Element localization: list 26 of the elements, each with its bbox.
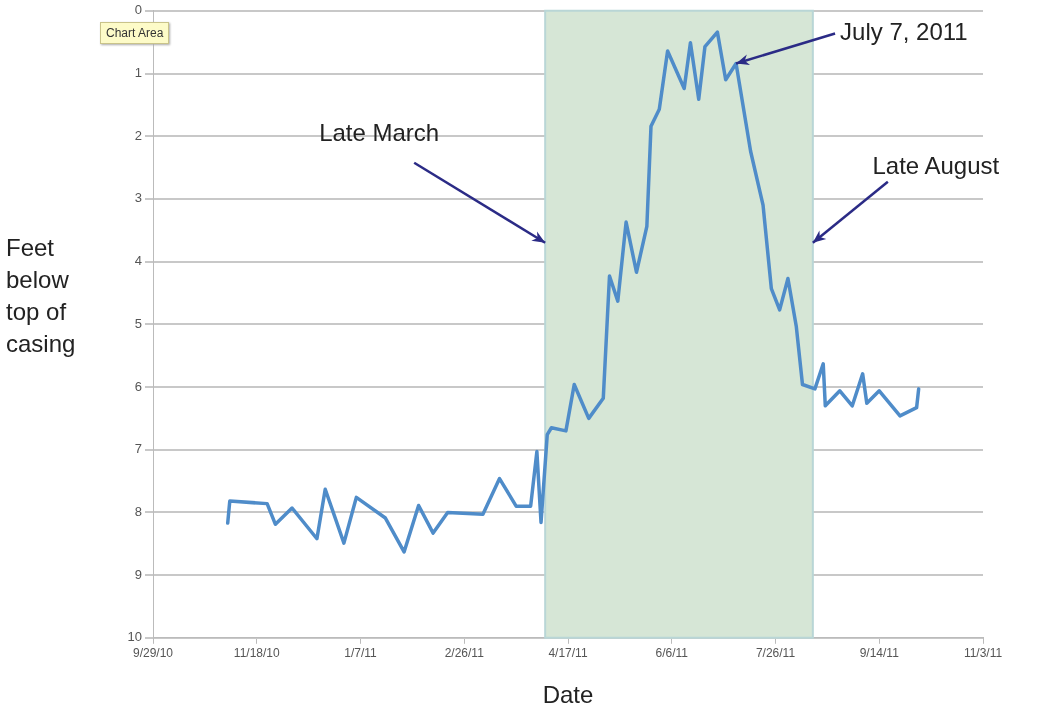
y-tick-label: 6: [134, 378, 142, 394]
x-tick-label: 9/29/10: [132, 646, 174, 661]
y-tick-label: 0: [134, 2, 142, 18]
annotation: Late March: [319, 119, 440, 147]
x-tick-label: 1/7/11: [344, 646, 378, 661]
y-tick-label: 2: [134, 127, 142, 143]
annotation: July 7, 2011: [840, 18, 968, 46]
y-tick-label: 8: [134, 503, 142, 519]
x-axis-title: Date: [542, 681, 594, 709]
x-tick-label: 11/3/11: [963, 646, 1003, 661]
y-axis-title: Feet below top of casing: [6, 233, 77, 359]
y-tick-label: 9: [134, 566, 142, 582]
x-tick-label: 6/6/11: [655, 646, 689, 661]
annotation: Late August: [872, 152, 1000, 180]
x-tick-label: 2/26/11: [444, 646, 485, 661]
annotation: Chart Area: [100, 22, 170, 44]
x-tick-label: 7/26/11: [755, 646, 796, 661]
x-tick-label: 4/17/11: [548, 646, 588, 661]
y-tick-label: 1: [134, 65, 142, 81]
y-tick-label: 7: [134, 441, 142, 457]
x-tick-label: 11/18/10: [233, 646, 280, 661]
y-tick-label: 5: [134, 315, 142, 331]
x-tick-label: 9/14/11: [859, 646, 900, 661]
y-tick-label: 3: [134, 190, 142, 206]
y-tick-label: 4: [134, 253, 142, 269]
y-tick-label: 10: [127, 629, 142, 645]
